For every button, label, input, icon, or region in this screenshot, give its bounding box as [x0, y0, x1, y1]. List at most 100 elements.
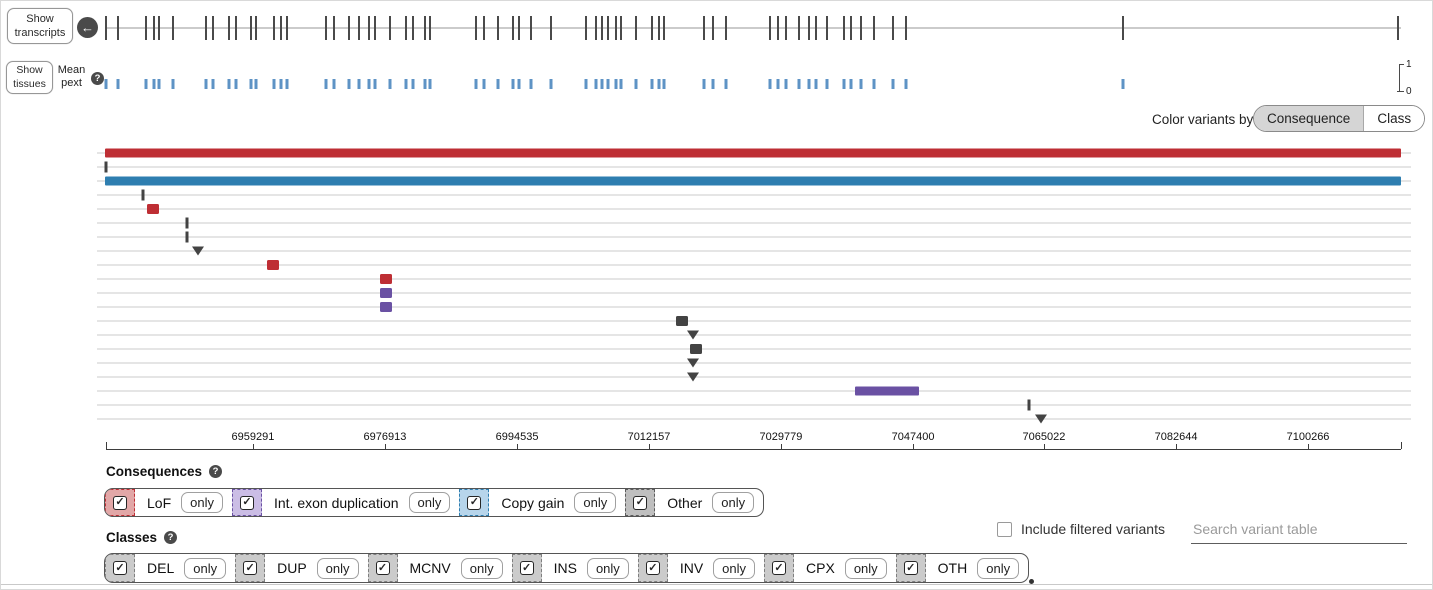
exon-tick: [797, 16, 800, 40]
consequences-help-icon[interactable]: ?: [209, 465, 223, 478]
pext-tick: [234, 79, 237, 89]
consequence-label-copy-gain: Copy gain: [501, 494, 565, 511]
variant-mark-square[interactable]: [675, 316, 688, 326]
class-label-inv: INV: [679, 560, 704, 576]
pext-tick: [104, 79, 108, 89]
pext-tick: [662, 79, 666, 89]
pext-tick: [347, 79, 351, 89]
class-label-ins: INS: [553, 560, 577, 576]
exon-tick: [497, 16, 500, 40]
variant-mark-tick[interactable]: [141, 189, 145, 201]
pext-help-icon[interactable]: ?: [91, 72, 104, 85]
back-arrow-icon[interactable]: ←: [77, 17, 98, 38]
pext-tick: [324, 79, 328, 89]
exon-tick: [1121, 16, 1124, 40]
variant-mark-triangle[interactable]: [687, 358, 700, 368]
variant-mark-triangle[interactable]: [192, 246, 205, 256]
variant-mark-tick[interactable]: [185, 231, 189, 243]
pext-scale: 1 0: [1397, 59, 1416, 97]
class-checkbox-cpx[interactable]: ✓: [772, 561, 787, 575]
variant-row: [105, 202, 1401, 216]
variant-mark-bar[interactable]: [105, 148, 1401, 158]
class-only-button-mcnv[interactable]: only: [460, 557, 503, 579]
variant-row: [105, 230, 1401, 244]
exon-tick: [405, 16, 408, 40]
class-checkbox-ins[interactable]: ✓: [519, 561, 534, 575]
variant-mark-square[interactable]: [689, 344, 702, 354]
variant-row: [105, 412, 1401, 426]
exon-tick: [228, 16, 231, 40]
consequence-item-copy-gain: ✓ Copy gain only: [459, 489, 625, 516]
pext-tick: [807, 79, 811, 89]
class-item-inv: ✓ INV only: [637, 554, 764, 582]
class-label-mcnv: MCNV: [409, 560, 451, 576]
class-checkbox-inv[interactable]: ✓: [645, 561, 660, 575]
gridline: [97, 404, 1411, 406]
class-only-button-inv[interactable]: only: [713, 557, 756, 579]
class-only-button-cpx[interactable]: only: [844, 557, 887, 579]
class-only-button-del[interactable]: only: [184, 557, 227, 579]
variant-mark-square[interactable]: [380, 302, 393, 312]
exon-tick: [905, 16, 908, 40]
variant-mark-bar[interactable]: [105, 176, 1401, 186]
pext-scale-min: 0: [1406, 86, 1412, 97]
toggle-option-class[interactable]: Class: [1364, 106, 1425, 131]
pext-tick: [474, 79, 478, 89]
pext-tick: [904, 79, 908, 89]
include-filtered-variants-control: Include filtered variants: [997, 521, 1165, 537]
show-transcripts-button[interactable]: Show transcripts: [7, 8, 73, 44]
exon-tick: [892, 16, 895, 40]
pext-track: [104, 79, 1401, 89]
variant-mark-tick[interactable]: [104, 161, 108, 173]
pext-tick: [482, 79, 486, 89]
variant-mark-tick[interactable]: [185, 217, 189, 229]
consequence-checkbox-other[interactable]: ✓: [633, 495, 648, 510]
variant-mark-triangle[interactable]: [1034, 414, 1047, 424]
class-checkbox-mcnv[interactable]: ✓: [375, 561, 390, 575]
variant-row: [105, 244, 1401, 258]
class-checkbox-dup[interactable]: ✓: [243, 561, 258, 575]
variant-mark-square[interactable]: [380, 288, 393, 298]
class-only-button-ins[interactable]: only: [586, 557, 629, 579]
toggle-option-consequence[interactable]: Consequence: [1254, 106, 1365, 131]
axis-tick-label: 7029779: [759, 431, 803, 443]
variant-mark-bar[interactable]: [855, 386, 919, 396]
variant-mark-square[interactable]: [380, 274, 393, 284]
axis-tick-label: 7047400: [891, 431, 935, 443]
variant-row: [105, 188, 1401, 202]
exon-tick: [1397, 16, 1400, 40]
consequence-only-button-int-exon-duplication[interactable]: only: [408, 492, 451, 513]
include-filtered-label: Include filtered variants: [1021, 521, 1165, 537]
classes-help-icon[interactable]: ?: [164, 531, 178, 544]
variant-mark-square[interactable]: [146, 204, 159, 214]
class-label-del: DEL: [147, 560, 175, 576]
variant-mark-triangle[interactable]: [687, 330, 700, 340]
exon-tick: [116, 16, 119, 40]
exon-tick: [843, 16, 846, 40]
exon-tick: [703, 16, 706, 40]
axis-tick: [252, 444, 254, 449]
variant-mark-triangle[interactable]: [687, 372, 700, 382]
consequence-only-button-other[interactable]: only: [712, 492, 755, 513]
class-only-button-dup[interactable]: only: [316, 557, 359, 579]
consequence-checkbox-int-exon-duplication[interactable]: ✓: [239, 495, 254, 510]
class-checkbox-oth[interactable]: ✓: [903, 561, 918, 575]
pext-tick: [157, 79, 161, 89]
axis-tick: [1308, 444, 1310, 449]
exon-tick: [357, 16, 360, 40]
consequence-only-button-lof[interactable]: only: [181, 492, 223, 513]
class-only-button-oth[interactable]: only: [977, 557, 1020, 579]
exon-tick: [423, 16, 426, 40]
exon-tick: [234, 16, 237, 40]
consequence-checkbox-lof[interactable]: ✓: [113, 495, 127, 510]
class-item-mcnv: ✓ MCNV only: [367, 554, 512, 582]
consequence-checkbox-copy-gain[interactable]: ✓: [467, 495, 482, 510]
variant-mark-square[interactable]: [267, 260, 280, 270]
variant-mark-tick[interactable]: [1027, 399, 1031, 411]
include-filtered-checkbox[interactable]: [997, 521, 1012, 537]
pext-tick: [891, 79, 895, 89]
show-tissues-button[interactable]: Show tissues: [6, 61, 53, 94]
search-variant-table-input[interactable]: [1191, 517, 1407, 544]
consequence-only-button-copy-gain[interactable]: only: [574, 492, 617, 513]
class-checkbox-del[interactable]: ✓: [113, 561, 127, 575]
